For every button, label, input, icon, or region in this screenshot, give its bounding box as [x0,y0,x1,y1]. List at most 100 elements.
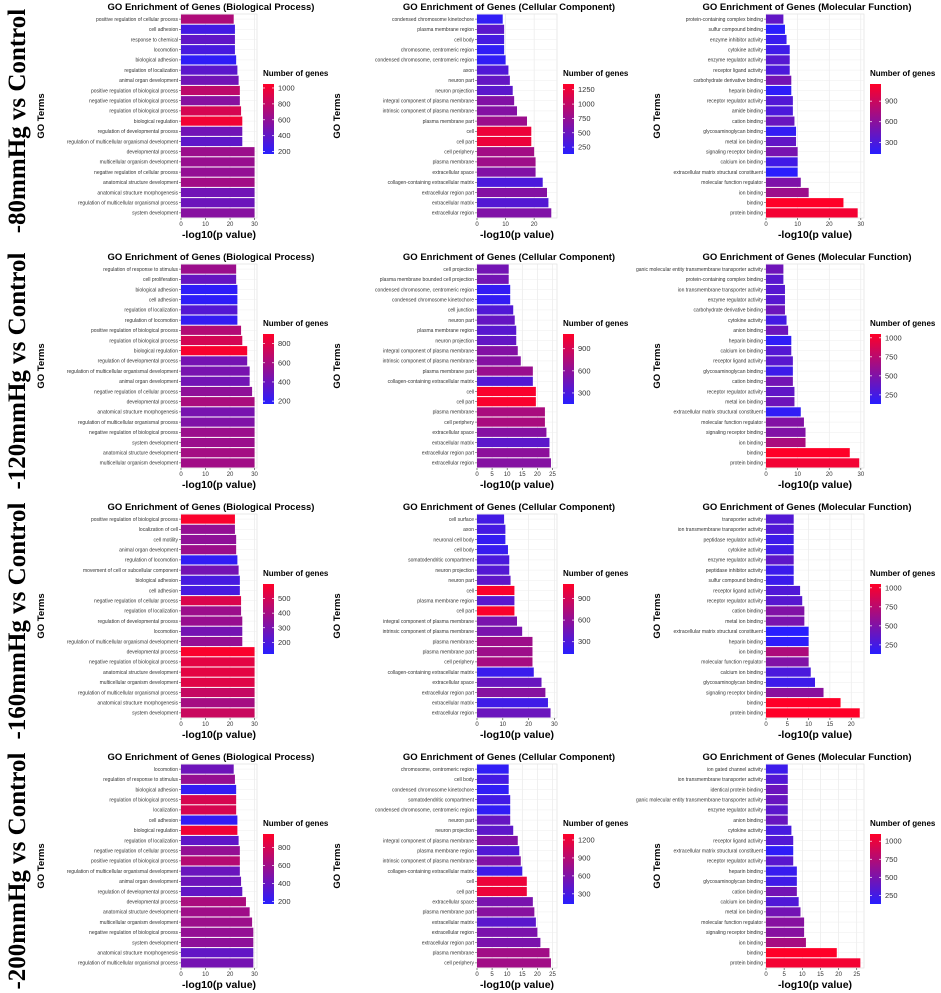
legend-tick-label: 1000 [885,837,902,846]
category-label: chromosome, centromeric region [401,48,474,54]
bar [181,325,242,335]
bar [477,126,532,136]
legend-tick-label: 900 [578,344,591,353]
bar [181,335,243,346]
chart-biological-process: GO Enrichment of Genes (Biological Proce… [36,252,329,491]
bar [181,85,240,96]
bar [181,106,242,116]
bar [766,876,797,886]
category-label: biological adhesion [135,287,178,293]
category-label: cell [466,879,474,885]
x-axis-title: -log10(p value) [480,729,554,741]
bar [477,886,527,897]
x-tick-label: 10 [502,222,509,228]
bar [181,75,239,85]
x-tick-label: 10 [794,472,801,478]
category-label: molecular function regulator [701,180,763,186]
y-axis-title: GO Terms [332,593,343,638]
legend-tick-label: 200 [278,397,291,406]
category-label: glycosaminoglycan binding [703,129,763,135]
x-tick-label: 25 [549,972,556,978]
category-label: receptor ligand activity [713,359,763,365]
category-label: plasma membrane part [423,369,475,375]
x-tick-label: 0 [475,472,479,478]
category-label: biological adhesion [135,58,178,64]
bar [766,96,793,106]
bar [766,687,824,698]
legend-title: Number of genes [870,819,936,828]
category-label: anatomical structure morphogenesis [97,701,178,707]
category-label: regulation of localization [124,308,178,314]
legend-tick-label: 600 [278,358,291,367]
category-label: plasma membrane part [423,119,475,125]
category-label: positive regulation of biological proces… [91,859,178,865]
category-label: calcium ion binding [720,900,763,906]
category-label: locomotion [154,767,178,773]
category-label: extracellular region [432,211,474,217]
x-tick-label: 20 [826,222,833,228]
category-label: neuron projection [435,338,474,344]
bar [766,815,788,825]
bar [766,45,790,55]
bar [766,325,789,335]
bar [477,647,533,657]
bar [766,65,790,75]
category-label: localization of cell [139,527,178,533]
legend-colorbar [870,584,881,654]
x-axis-title: -log10(p value) [182,979,256,991]
legend-tick-label: 750 [885,602,898,611]
bar [477,937,541,948]
category-label: cytokine activity [728,318,764,324]
legend-tick-label: 250 [885,390,898,399]
bar [477,284,511,295]
bar [766,274,784,284]
category-label: protein binding [730,461,763,467]
bar [181,555,238,565]
x-axis-title: -log10(p value) [778,729,852,741]
bar [766,366,793,376]
category-label: extracellular matrix [432,701,474,707]
bar [181,407,255,417]
legend-tick-label: 600 [578,871,591,880]
bar [181,958,254,968]
bar [181,897,246,907]
category-label: cell part [456,889,474,895]
legend-title: Number of genes [263,819,329,828]
category-label: cell periphery [444,660,474,666]
bar [181,305,238,315]
category-label: system development [132,211,178,217]
bar [477,596,515,606]
plot-area [476,13,558,219]
x-tick-label: 10 [504,972,511,978]
bar [766,555,794,565]
category-label: receptor regulator activity [707,99,764,105]
x-tick-label: 0 [764,722,768,728]
legend-tick-label: 250 [885,891,898,900]
bar [477,534,506,545]
category-label: ion transmembrane transporter activity [678,527,764,533]
bar [477,167,536,177]
category-label: system development [132,940,178,946]
bar [181,886,243,897]
category-label: protein binding [730,961,763,967]
category-label: positive regulation of biological proces… [91,517,178,523]
bar [181,116,243,126]
bar [181,34,235,45]
category-label: anatomical structure development [103,670,179,676]
category-label: animal organ development [119,379,179,385]
legend-tick-label: 800 [278,99,291,108]
bar [766,75,792,85]
chart-biological-process: GO Enrichment of Genes (Biological Proce… [36,2,329,241]
category-label: amide binding [732,109,763,115]
x-tick-label: 0 [179,472,183,478]
plot-area [765,263,865,469]
category-label: neuron projection [435,88,474,94]
bar [477,514,505,524]
bar [181,585,240,596]
bar [766,315,787,325]
x-tick-label: 15 [827,722,834,728]
x-axis-title: -log10(p value) [778,229,852,241]
chart-molecular-function: GO Enrichment of Genes (Molecular Functi… [636,252,936,491]
bar [181,698,255,708]
category-label: positive regulation of biological proces… [91,88,178,94]
